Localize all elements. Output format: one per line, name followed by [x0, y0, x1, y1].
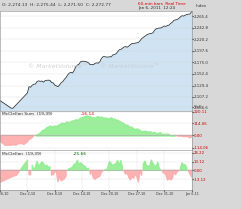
Text: O: 2,274.13  H: 2,275.44  L: 2,271.50  C: 2,272.77: O: 2,274.13 H: 2,275.44 L: 2,271.50 C: 2…	[2, 3, 111, 7]
Text: Jan 6, 2011  12:24: Jan 6, 2011 12:24	[138, 6, 175, 10]
Text: McClellan Sum  (19,39): McClellan Sum (19,39)	[2, 112, 52, 116]
Text: % Γ: % Γ	[194, 105, 201, 109]
Text: 60-min bars  Real Time: 60-min bars Real Time	[138, 2, 186, 6]
Text: © MarketVolume™: © MarketVolume™	[27, 64, 87, 69]
Text: -16.14: -16.14	[80, 112, 94, 116]
Text: McClellan  (19,39): McClellan (19,39)	[2, 152, 41, 156]
Text: © MarketVolume™: © MarketVolume™	[100, 64, 160, 69]
Text: -25.66: -25.66	[73, 152, 87, 156]
Text: Index: Index	[195, 4, 207, 8]
